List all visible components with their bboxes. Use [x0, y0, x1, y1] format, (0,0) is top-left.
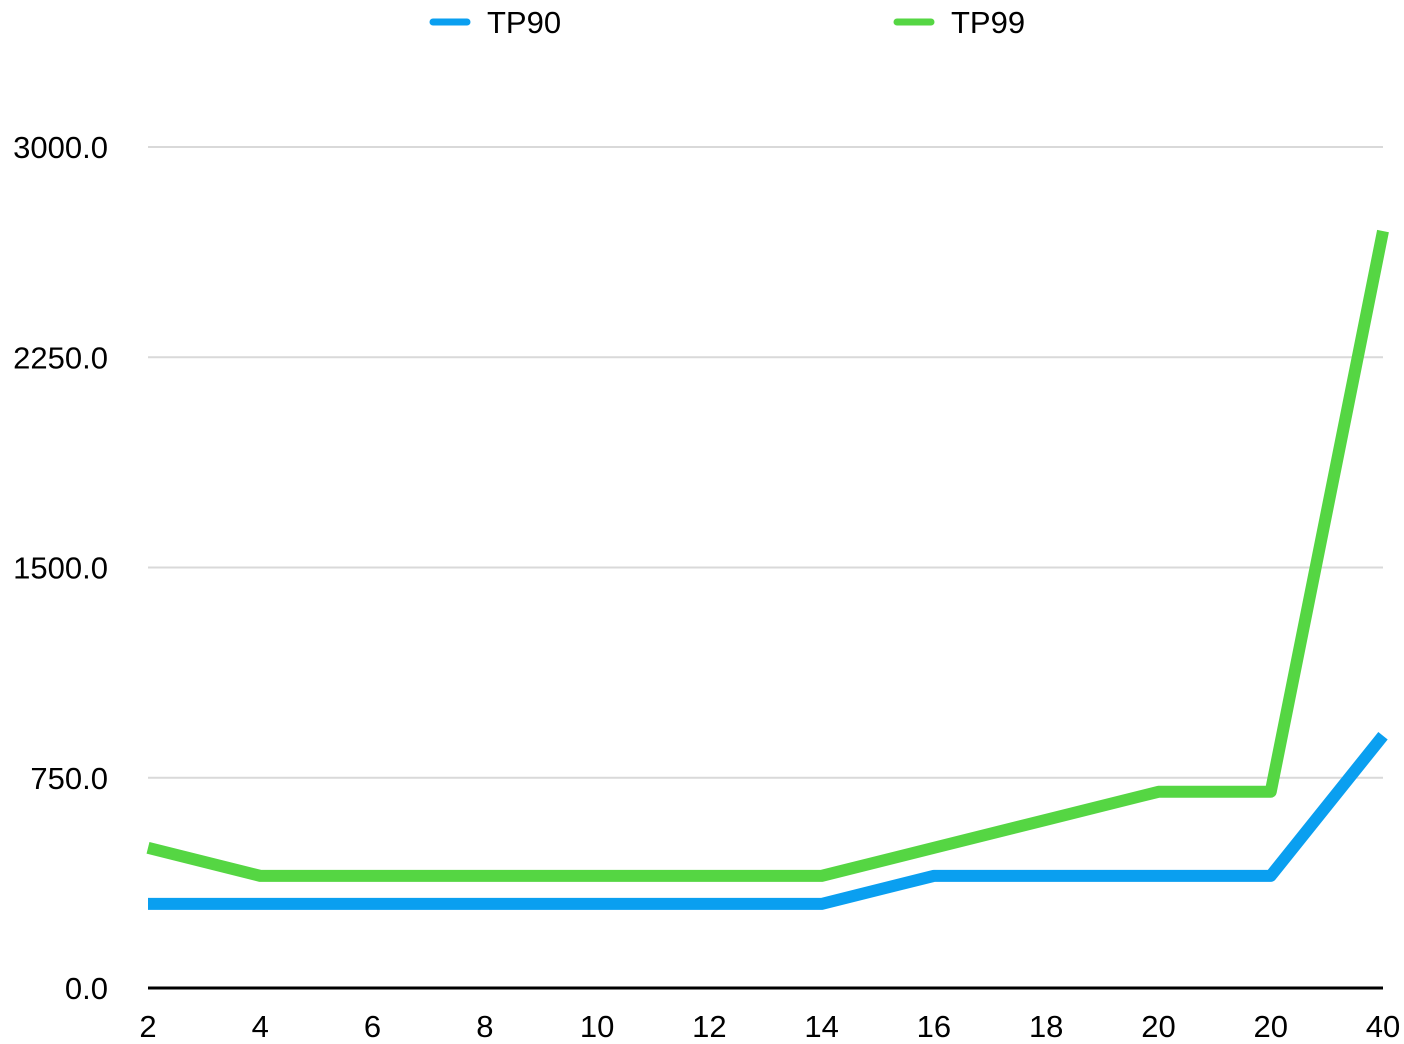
x-axis-tick-labels: 2 4 6 8 10 12 14 16 18 20 20 40	[139, 1009, 1400, 1044]
x-tick-label: 8	[476, 1009, 493, 1044]
x-tick-label: 4	[252, 1009, 269, 1044]
y-tick-label: 1500.0	[13, 551, 108, 586]
x-tick-label: 20	[1253, 1009, 1287, 1044]
x-tick-label: 20	[1141, 1009, 1175, 1044]
legend: TP90 TP99	[429, 5, 1025, 40]
series-line-tp99	[146, 229, 1389, 882]
y-tick-label: 2250.0	[13, 340, 108, 375]
x-tick-label: 40	[1366, 1009, 1400, 1044]
series-lines	[146, 229, 1389, 910]
y-tick-label: 750.0	[30, 761, 108, 796]
series-line-tp90	[148, 731, 1388, 910]
y-tick-label: 0.0	[65, 971, 108, 1006]
x-tick-label: 12	[692, 1009, 726, 1044]
x-tick-label: 16	[917, 1009, 951, 1044]
x-tick-label: 6	[364, 1009, 381, 1044]
legend-label-tp99: TP99	[951, 5, 1025, 40]
y-axis-tick-labels: 0.0 750.0 1500.0 2250.0 3000.0	[13, 130, 108, 1006]
y-tick-label: 3000.0	[13, 130, 108, 165]
gridlines	[148, 146, 1383, 779]
x-tick-label: 18	[1029, 1009, 1063, 1044]
x-tick-label: 10	[580, 1009, 614, 1044]
legend-label-tp90: TP90	[487, 5, 561, 40]
x-tick-label: 14	[804, 1009, 838, 1044]
x-tick-label: 2	[139, 1009, 156, 1044]
